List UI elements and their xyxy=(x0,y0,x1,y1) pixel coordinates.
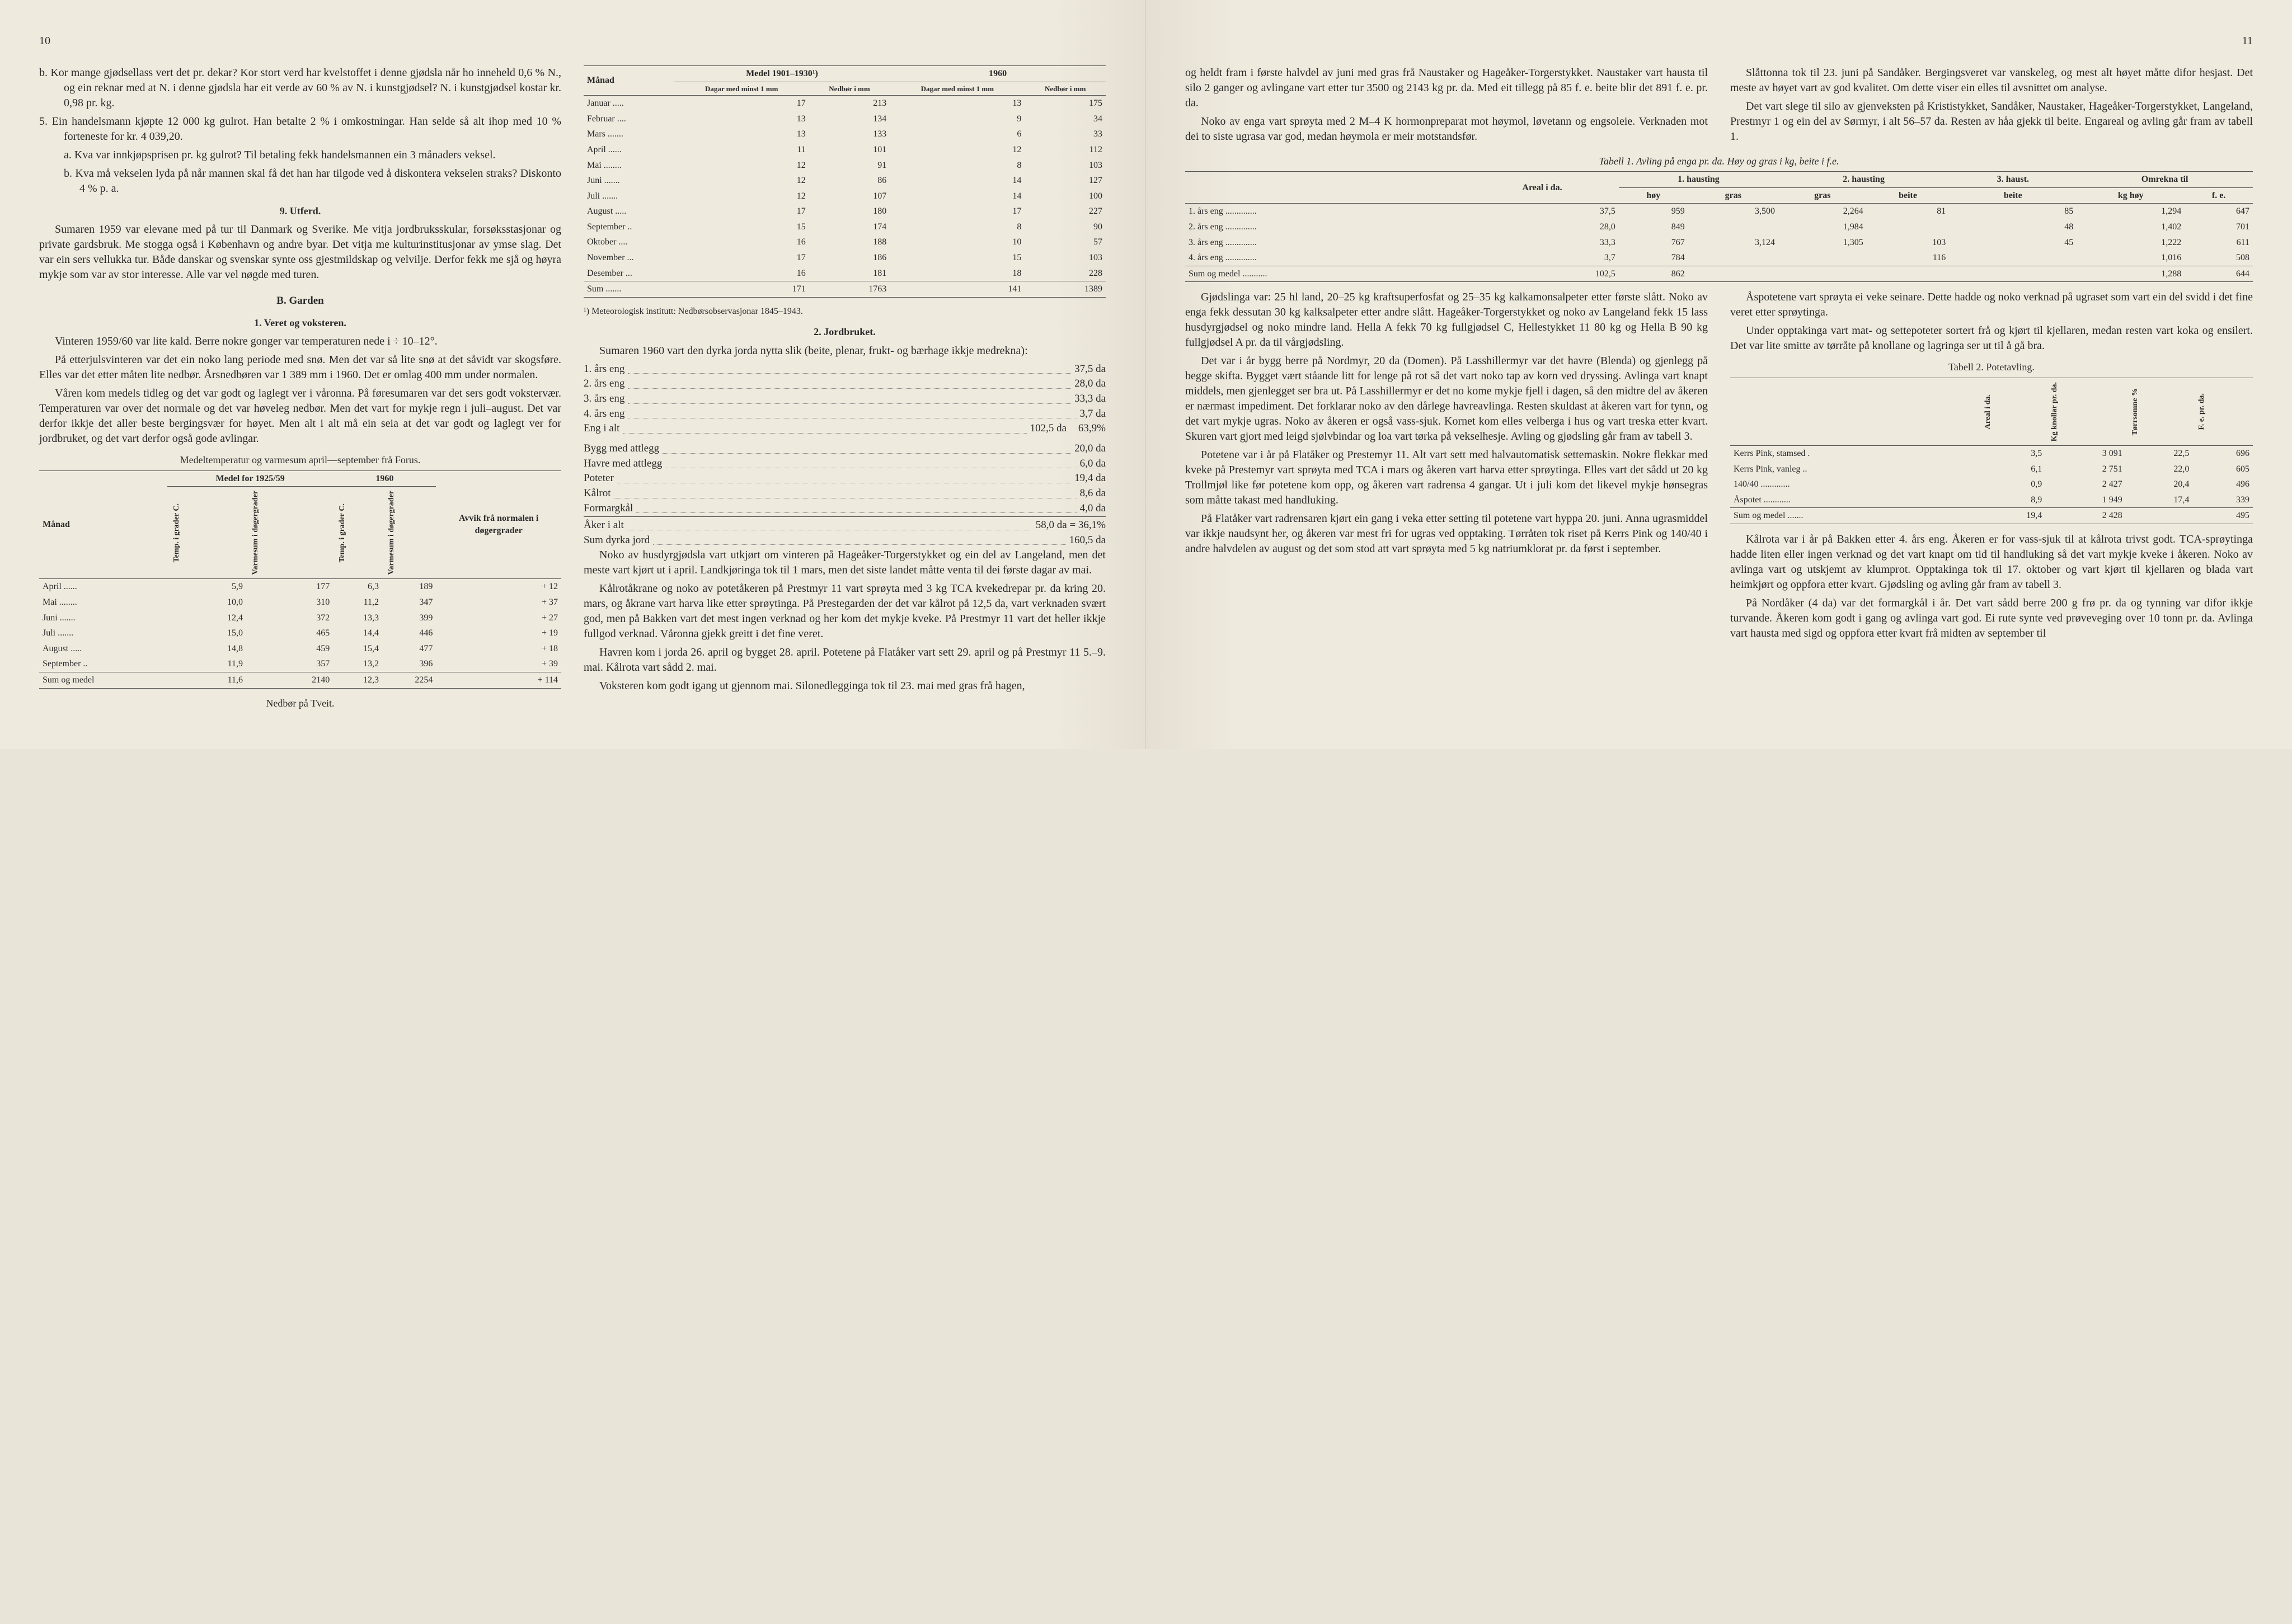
nedbor-title: Nedbør på Tveit. xyxy=(39,696,561,710)
list-item: Kålrot8,6 da xyxy=(584,486,1106,501)
right-bottom-left-col: Gjødslinga var: 25 hl land, 20–25 kg kra… xyxy=(1185,290,1708,644)
jord-p2: Noko av husdyrgjødsla vart utkjørt om vi… xyxy=(584,548,1106,578)
tab2-row: Kerrs Pink, stamsed .3,53 09122,5696 xyxy=(1730,445,2253,461)
temp-row: April ......5,91776,3189+ 12 xyxy=(39,579,561,595)
list-item: 4. års eng3,7 da xyxy=(584,407,1106,421)
list-item: Bygg med attlegg20,0 da xyxy=(584,441,1106,456)
heading-jordbruket: 2. Jordbruket. xyxy=(584,325,1106,338)
tab1-row: 1. års eng ..............37,59593,5002,2… xyxy=(1185,204,2253,219)
right-bottom: Gjødslinga var: 25 hl land, 20–25 kg kra… xyxy=(1185,290,2253,644)
list-item: Poteter19,4 da xyxy=(584,471,1106,486)
nedbor-row: Februar ....13134934 xyxy=(584,111,1106,127)
jord-p4: Havren kom i jorda 26. april og bygget 2… xyxy=(584,645,1106,675)
temp-row: September ..11,935713,2396+ 39 xyxy=(39,656,561,672)
veret-p2: På etterjulsvinteren var det ein noko la… xyxy=(39,352,561,383)
r-p7: Potetene var i år på Flatåker og Prestem… xyxy=(1185,448,1708,508)
heading-garden: B. Garden xyxy=(39,294,561,308)
jord-p1: Sumaren 1960 vart den dyrka jorda nytta … xyxy=(584,343,1106,359)
nedbor-row: Mai ........12918103 xyxy=(584,158,1106,173)
right-bottom-right-col: Åspotetene vart sprøyta ei veke seinare.… xyxy=(1730,290,2253,644)
jord-p3: Kålrotåkrane og noko av potetåkeren på P… xyxy=(584,581,1106,642)
page-number-left: 10 xyxy=(39,34,1106,49)
temp-table-title: Medeltemperatur og varmesum april—septem… xyxy=(39,453,561,467)
r-p2: Noko av enga vart sprøyta med 2 M–4 K ho… xyxy=(1185,114,1708,144)
tabell-2: Areal i da. Kg knollar pr. da. Tørrsomne… xyxy=(1730,378,2253,524)
landuse-list: 1. års eng37,5 da2. års eng28,0 da3. års… xyxy=(584,362,1106,421)
page-number-right: 11 xyxy=(1185,34,2253,49)
tab1-row: 3. års eng ..............33,37673,1241,3… xyxy=(1185,235,2253,251)
list-item: 2. års eng28,0 da xyxy=(584,376,1106,391)
jord-p5: Voksteren kom godt igang ut gjennom mai.… xyxy=(584,679,1106,694)
r-p1: og heldt fram i første halvdel av juni m… xyxy=(1185,65,1708,111)
nedbor-row: November ...1718615103 xyxy=(584,250,1106,266)
tab1-row: 2. års eng ..............28,08491,984481… xyxy=(1185,219,2253,235)
heading-utferd: 9. Utferd. xyxy=(39,204,561,218)
question-5: 5. Ein handelsmann kjøpte 12 000 kg gulr… xyxy=(39,114,561,144)
temp-table: Månad Medel for 1925/59 1960 Avvik frå n… xyxy=(39,470,561,689)
question-5a: a. Kva var innkjøpsprisen pr. kg gulrot?… xyxy=(39,148,561,163)
tab1-title: Tabell 1. Avling på enga pr. da. Høy og … xyxy=(1185,154,2253,168)
nedbor-row: Juni .......128614127 xyxy=(584,173,1106,189)
r-p10: Under opptakinga vart mat- og settepotet… xyxy=(1730,323,2253,354)
left-columns: b. Kor mange gjødsellass vert det pr. de… xyxy=(39,65,1106,710)
tabell-1: Areal i da. 1. hausting 2. hausting 3. h… xyxy=(1185,171,2253,282)
nedbor-row: Juli .......1210714100 xyxy=(584,189,1106,204)
r-p12: På Nordåker (4 da) var det formargkål i … xyxy=(1730,596,2253,641)
tab2-row: 140/40 .............0,92 42720,4496 xyxy=(1730,477,2253,492)
question-5b: b. Kva må vekselen lyda på når mannen sk… xyxy=(39,166,561,196)
temp-row: August .....14,845915,4477+ 18 xyxy=(39,641,561,657)
r-p3: Slåttonna tok til 23. juni på Sandåker. … xyxy=(1730,65,2253,96)
r-p9: Åspotetene vart sprøyta ei veke seinare.… xyxy=(1730,290,2253,320)
nedbor-row: April ......1110112112 xyxy=(584,142,1106,158)
temp-row: Juni .......12,437213,3399+ 27 xyxy=(39,610,561,626)
aker-total: Åker i alt 58,0 da = 36,1% xyxy=(584,518,1106,533)
nedbor-footnote: ¹) Meteorologisk institutt: Nedbørsobser… xyxy=(584,305,1106,318)
list-item: Formargkål4,0 da xyxy=(584,501,1106,516)
tab2-row: Åspotet ............8,91 94917,4339 xyxy=(1730,492,2253,508)
nedbor-row: Mars .......13133633 xyxy=(584,126,1106,142)
question-b: b. Kor mange gjødsellass vert det pr. de… xyxy=(39,65,561,111)
right-top-columns: og heldt fram i første halvdel av juni m… xyxy=(1185,65,2253,148)
landuse-list-2: Bygg med attlegg20,0 daHavre med attlegg… xyxy=(584,441,1106,515)
nedbor-row: Januar .....1721313175 xyxy=(584,96,1106,111)
nedbor-row: September ..15174890 xyxy=(584,219,1106,235)
nedbor-row: August .....1718017227 xyxy=(584,204,1106,219)
dyrka-total: Sum dyrka jord 160,5 da xyxy=(584,533,1106,548)
eng-total: Eng i alt 102,5 da 63,9% xyxy=(584,421,1106,436)
r-p6: Det var i år bygg berre på Nordmyr, 20 d… xyxy=(1185,354,1708,444)
nedbor-table: Månad Medel 1901–1930¹) 1960 Dagar med m… xyxy=(584,65,1106,298)
nedbor-row: Desember ...1618118228 xyxy=(584,266,1106,281)
veret-p1: Vinteren 1959/60 var lite kald. Berre no… xyxy=(39,334,561,349)
page-left: 10 b. Kor mange gjødsellass vert det pr.… xyxy=(0,0,1146,749)
heading-veret: 1. Veret og voksteren. xyxy=(39,316,561,329)
list-item: 3. års eng33,3 da xyxy=(584,392,1106,406)
tab2-title: Tabell 2. Potetavling. xyxy=(1730,360,2253,374)
utferd-para: Sumaren 1959 var elevane med på tur til … xyxy=(39,222,561,283)
r-p5: Gjødslinga var: 25 hl land, 20–25 kg kra… xyxy=(1185,290,1708,350)
r-p8: På Flatåker vart radrensaren kjørt ein g… xyxy=(1185,511,1708,557)
r-p4: Det vart slege til silo av gjenveksten p… xyxy=(1730,99,2253,144)
list-item: 1. års eng37,5 da xyxy=(584,362,1106,376)
veret-p3: Våren kom medels tidleg og det var godt … xyxy=(39,386,561,446)
tab2-row: Kerrs Pink, vanleg ..6,12 75122,0605 xyxy=(1730,462,2253,477)
tab1-row: 4. års eng ..............3,77841161,0165… xyxy=(1185,250,2253,266)
page-right: 11 og heldt fram i første halvdel av jun… xyxy=(1146,0,2292,749)
nedbor-row: Oktober ....161881057 xyxy=(584,234,1106,250)
r-p11: Kålrota var i år på Bakken etter 4. års … xyxy=(1730,532,2253,592)
temp-row: Mai ........10,031011,2347+ 37 xyxy=(39,595,561,610)
list-item: Havre med attlegg6,0 da xyxy=(584,456,1106,471)
temp-row: Juli .......15,046514,4446+ 19 xyxy=(39,625,561,641)
